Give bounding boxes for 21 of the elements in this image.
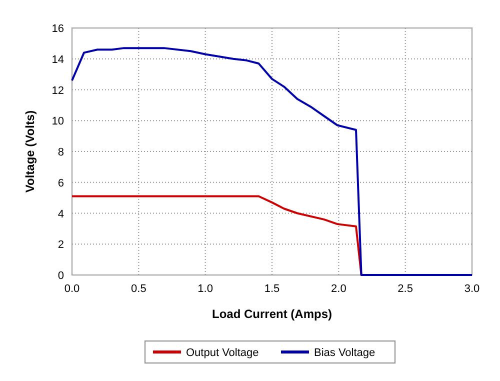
- legend-label: Bias Voltage: [314, 347, 376, 359]
- y-tick-label: 4: [58, 208, 64, 220]
- legend-label: Output Voltage: [186, 347, 259, 359]
- x-axis-title: Load Current (Amps): [212, 307, 332, 321]
- x-tick-label: 2.5: [398, 283, 413, 295]
- y-tick-label: 8: [58, 146, 64, 158]
- y-tick-label: 0: [58, 270, 64, 282]
- y-tick-label: 10: [52, 116, 64, 128]
- y-tick-label: 12: [52, 84, 64, 97]
- x-tick-label: 1.5: [264, 283, 280, 295]
- x-tick-label: 1.0: [198, 283, 213, 295]
- x-tick-label: 0.0: [64, 283, 80, 295]
- line-series: [71, 47, 473, 276]
- y-axis-title: Voltage (Volts): [23, 110, 37, 193]
- y-tick-label: 6: [58, 177, 64, 190]
- y-tick-label: 2: [58, 239, 64, 252]
- x-tick-label: 2.0: [331, 283, 346, 295]
- y-tick-label: 16: [52, 23, 64, 35]
- x-tick-label: 0.5: [131, 283, 146, 295]
- x-tick-label: 3.0: [464, 283, 480, 295]
- y-tick-label: 14: [52, 54, 64, 66]
